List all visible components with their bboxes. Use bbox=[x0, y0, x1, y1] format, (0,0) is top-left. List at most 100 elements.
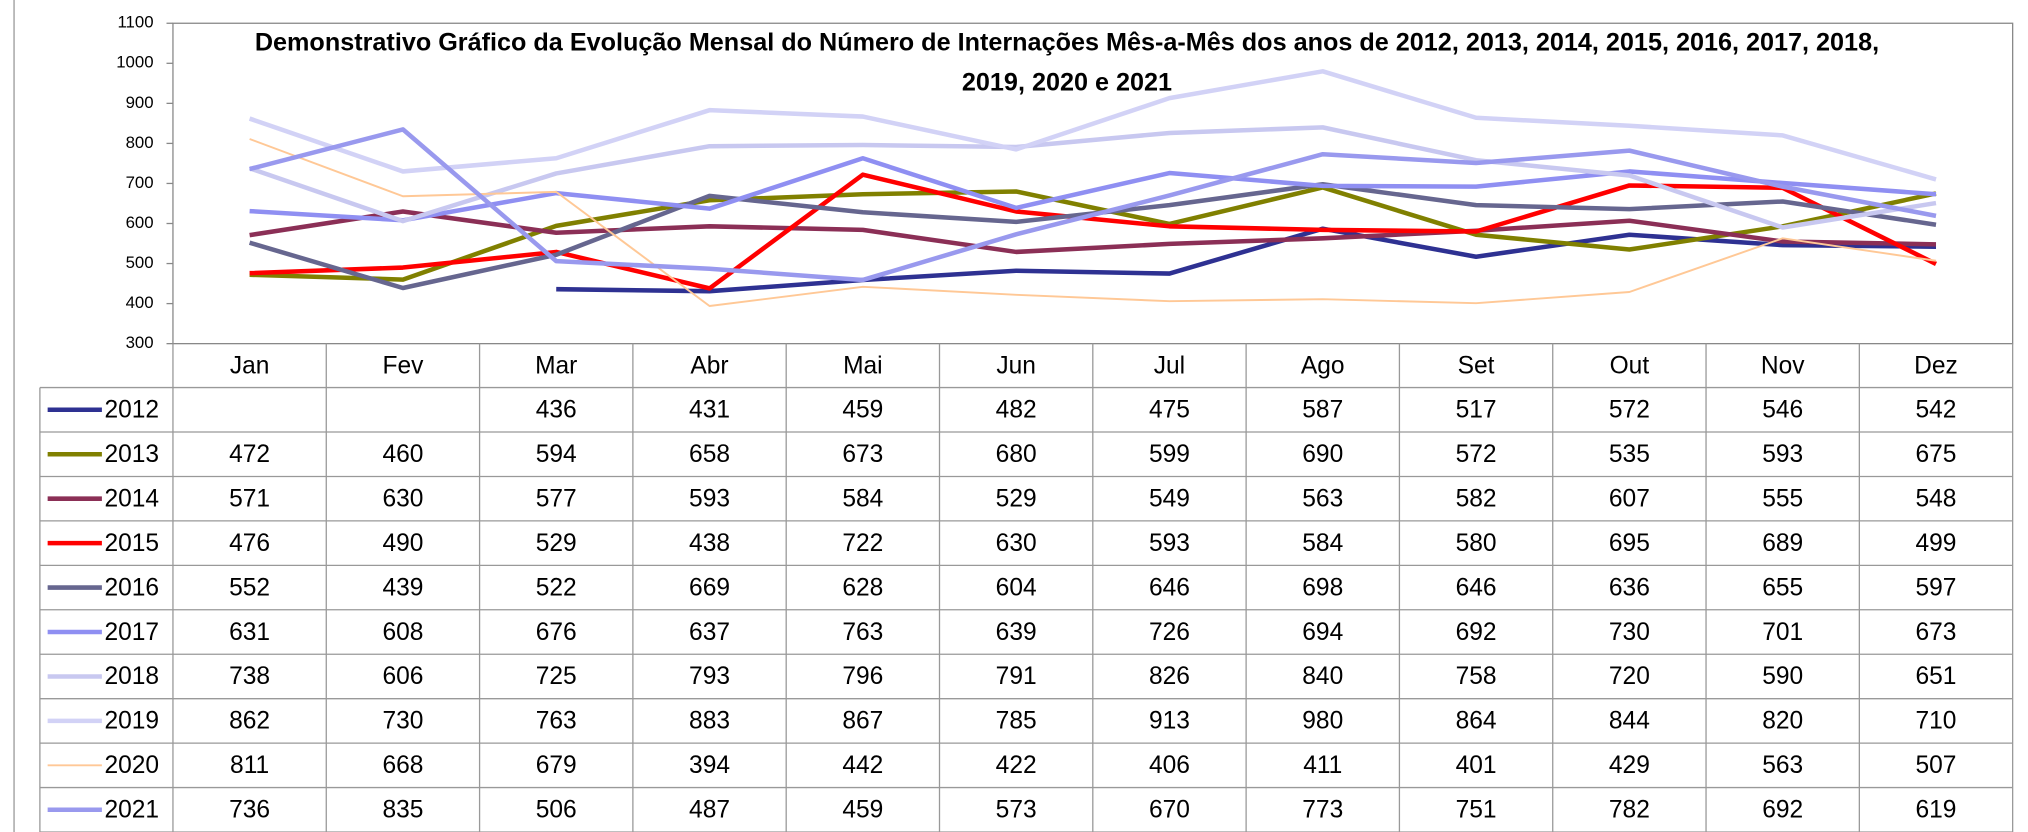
table-cell: 630 bbox=[996, 530, 1037, 557]
table-cell: 563 bbox=[1302, 485, 1343, 512]
table-cell: 459 bbox=[842, 397, 883, 424]
table-cell: 725 bbox=[536, 663, 577, 690]
table-cell: 619 bbox=[1916, 797, 1957, 824]
table-cell: 646 bbox=[1456, 574, 1497, 601]
series-line bbox=[249, 209, 1937, 255]
table-cell: 669 bbox=[689, 574, 730, 601]
table-cell: 722 bbox=[842, 530, 883, 557]
table-cell: 864 bbox=[1456, 708, 1497, 735]
table-cell: 608 bbox=[382, 619, 423, 646]
table-cell: 582 bbox=[1456, 485, 1497, 512]
table-cell: 529 bbox=[536, 530, 577, 557]
table-cell: 411 bbox=[1303, 752, 1342, 779]
table-cell: 980 bbox=[1302, 708, 1343, 735]
table-cell: 429 bbox=[1609, 752, 1650, 779]
table-cell: 542 bbox=[1916, 397, 1957, 424]
y-tick-label: 800 bbox=[126, 133, 154, 152]
table-cell: 862 bbox=[229, 708, 270, 735]
table-cell: 476 bbox=[229, 530, 270, 557]
table-cell: 758 bbox=[1456, 663, 1497, 690]
x-tick-label: Out bbox=[1610, 352, 1650, 379]
table-cell: 431 bbox=[689, 397, 730, 424]
table-cell: 676 bbox=[536, 619, 577, 646]
table-cell: 459 bbox=[842, 797, 883, 824]
table-cell: 549 bbox=[1149, 485, 1190, 512]
table-cell: 701 bbox=[1762, 619, 1803, 646]
x-tick-label: Jun bbox=[996, 352, 1036, 379]
table-cell: 580 bbox=[1456, 530, 1497, 557]
table-cell: 597 bbox=[1916, 574, 1957, 601]
table-cell: 692 bbox=[1762, 797, 1803, 824]
legend-label: 2017 bbox=[104, 619, 159, 646]
x-tick-label: Jan bbox=[230, 352, 270, 379]
table-cell: 507 bbox=[1916, 752, 1957, 779]
table-cell: 840 bbox=[1302, 663, 1343, 690]
x-tick-label: Jul bbox=[1154, 352, 1185, 379]
table-cell: 668 bbox=[382, 752, 423, 779]
y-tick-label: 1000 bbox=[116, 53, 153, 72]
table-cell: 436 bbox=[536, 397, 577, 424]
table-cell: 472 bbox=[229, 441, 270, 468]
table-cell: 475 bbox=[1149, 397, 1190, 424]
table-cell: 573 bbox=[996, 797, 1037, 824]
table-cell: 593 bbox=[1762, 441, 1803, 468]
table-cell: 726 bbox=[1149, 619, 1190, 646]
table-cell: 406 bbox=[1149, 752, 1190, 779]
legend-label: 2013 bbox=[104, 441, 159, 468]
chart-title: Demonstrativo Gráfico da Evolução Mensal… bbox=[254, 28, 1880, 97]
table-cell: 811 bbox=[230, 752, 269, 779]
table-cell: 490 bbox=[382, 530, 423, 557]
table-cell: 401 bbox=[1456, 752, 1497, 779]
legend-label: 2021 bbox=[104, 797, 159, 824]
table-cell: 679 bbox=[536, 752, 577, 779]
table-cell: 394 bbox=[689, 752, 730, 779]
table-cell: 782 bbox=[1609, 797, 1650, 824]
table-cell: 506 bbox=[536, 797, 577, 824]
legend-label: 2014 bbox=[104, 485, 159, 512]
legend-label: 2019 bbox=[104, 708, 159, 735]
table-cell: 655 bbox=[1762, 574, 1803, 601]
legend-label: 2020 bbox=[104, 752, 159, 779]
table-cell: 791 bbox=[996, 663, 1037, 690]
table-cell: 639 bbox=[996, 619, 1037, 646]
table-cell: 883 bbox=[689, 708, 730, 735]
table-cell: 670 bbox=[1149, 797, 1190, 824]
table-cell: 628 bbox=[842, 574, 883, 601]
table-cell: 594 bbox=[536, 441, 577, 468]
table-cell: 607 bbox=[1609, 485, 1650, 512]
table-cell: 572 bbox=[1456, 441, 1497, 468]
table-cell: 785 bbox=[996, 708, 1037, 735]
table-cell: 604 bbox=[996, 574, 1037, 601]
table-cell: 571 bbox=[229, 485, 270, 512]
table-cell: 438 bbox=[689, 530, 730, 557]
x-tick-label: Ago bbox=[1301, 352, 1345, 379]
table-cell: 763 bbox=[842, 619, 883, 646]
table-cell: 658 bbox=[689, 441, 730, 468]
y-tick-label: 900 bbox=[126, 93, 154, 112]
table-cell: 630 bbox=[382, 485, 423, 512]
table-cell: 673 bbox=[842, 441, 883, 468]
table-cell: 763 bbox=[536, 708, 577, 735]
series-line bbox=[249, 127, 1937, 283]
table-cell: 773 bbox=[1302, 797, 1343, 824]
table-cell: 439 bbox=[382, 574, 423, 601]
legend-label: 2018 bbox=[104, 663, 159, 690]
table-cell: 694 bbox=[1302, 619, 1343, 646]
table-cell: 599 bbox=[1149, 441, 1190, 468]
chart-title-box: Demonstrativo Gráfico da Evolução Mensal… bbox=[254, 28, 1880, 97]
y-tick-label: 700 bbox=[126, 173, 154, 192]
series-line bbox=[248, 69, 1937, 182]
table-cell: 587 bbox=[1302, 397, 1343, 424]
table-cell: 867 bbox=[842, 708, 883, 735]
y-tick-label: 1100 bbox=[117, 13, 153, 32]
table-cell: 680 bbox=[996, 441, 1037, 468]
y-tick-label: 300 bbox=[126, 333, 154, 352]
table-cell: 487 bbox=[689, 797, 730, 824]
table-cell: 751 bbox=[1456, 797, 1497, 824]
table-cell: 548 bbox=[1916, 485, 1957, 512]
table-cell: 535 bbox=[1609, 441, 1650, 468]
table-cell: 736 bbox=[229, 797, 270, 824]
y-tick-label: 500 bbox=[126, 253, 154, 272]
